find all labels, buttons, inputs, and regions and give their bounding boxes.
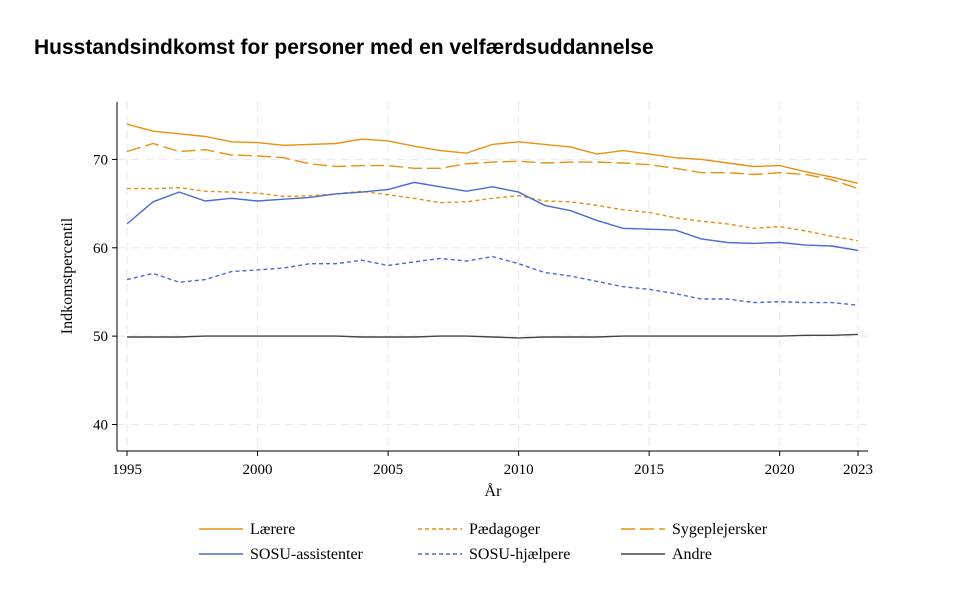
x-tick-label: 2000 — [243, 462, 273, 478]
legend-label: Sygeplejersker — [672, 521, 768, 538]
x-tick-label: 1995 — [112, 462, 142, 478]
legend-item-sosu-assistenter: SOSU-assistenter — [199, 546, 364, 563]
x-axis-label: År — [485, 482, 503, 500]
legend-item-laerere: Lærere — [199, 521, 295, 538]
y-tick-label: 60 — [93, 241, 108, 257]
legend-item-andre: Andre — [621, 546, 712, 563]
x-tick-label: 2005 — [373, 462, 403, 478]
legend: Lærere Pædagoger Sygeplejersker SOSU-assist… — [199, 521, 768, 563]
series-line-sosu-hjaelpere — [126, 255, 859, 306]
series-line-sosu-assistenter — [126, 181, 859, 252]
x-tick-label: 2020 — [765, 462, 795, 478]
series-lines — [126, 123, 859, 339]
chart-title: Husstandsindkomst for personer med en ve… — [34, 36, 654, 59]
series-line-laerere — [126, 123, 859, 184]
x-tick-label: 2023 — [843, 462, 873, 478]
series-line-andre — [127, 333, 859, 339]
legend-label: SOSU-hjælpere — [469, 546, 570, 563]
y-tick-label: 50 — [93, 329, 108, 345]
x-tick-label: 2015 — [634, 462, 664, 478]
legend-label: Andre — [672, 546, 712, 563]
y-tick-label: 40 — [93, 417, 108, 433]
legend-label: SOSU-assistenter — [250, 546, 364, 563]
axes — [116, 102, 868, 452]
legend-label: Pædagoger — [469, 521, 541, 538]
series-line-sygeplejersker — [126, 142, 859, 190]
x-tick-label: 2010 — [504, 462, 534, 478]
legend-item-sygeplejersker: Sygeplejersker — [621, 521, 768, 538]
x-ticks: 1995 2000 2005 2010 2015 2020 2023 — [112, 451, 873, 478]
y-axis-label: Indkomstpercentil — [59, 217, 76, 334]
grid-lines — [117, 102, 868, 451]
legend-item-paedagoger: Pædagoger — [418, 521, 541, 538]
y-ticks: 40 50 60 70 — [93, 152, 117, 433]
series-line-paedagoger — [127, 186, 859, 242]
y-tick-label: 70 — [93, 152, 108, 168]
legend-item-sosu-hjaelpere: SOSU-hjælpere — [418, 546, 570, 563]
legend-label: Lærere — [250, 521, 295, 538]
